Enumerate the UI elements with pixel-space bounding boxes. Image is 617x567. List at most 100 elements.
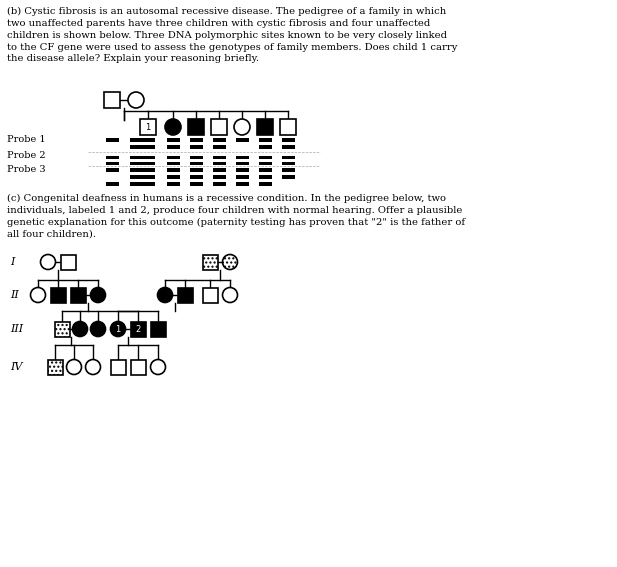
Bar — [130, 168, 143, 172]
Circle shape — [67, 359, 81, 374]
Bar — [189, 168, 202, 172]
Bar — [212, 145, 225, 149]
Circle shape — [86, 359, 101, 374]
Bar — [167, 145, 180, 149]
Bar — [167, 162, 180, 164]
Bar — [48, 359, 62, 374]
Bar — [167, 182, 180, 186]
Bar — [178, 287, 193, 303]
Bar — [211, 119, 227, 135]
Text: Probe 3: Probe 3 — [7, 164, 46, 174]
Bar — [130, 155, 143, 159]
Bar — [281, 145, 294, 149]
Text: Probe 1: Probe 1 — [7, 134, 46, 143]
Bar — [281, 155, 294, 159]
Bar — [167, 175, 180, 179]
Bar — [130, 182, 143, 186]
Bar — [236, 175, 249, 179]
Bar — [167, 155, 180, 159]
Bar — [236, 155, 249, 159]
Bar — [106, 168, 118, 172]
Bar — [130, 175, 143, 179]
Bar — [106, 138, 118, 142]
Bar — [236, 162, 249, 164]
Text: (c) Congenital deafness in humans is a recessive condition. In the pedigree belo: (c) Congenital deafness in humans is a r… — [7, 194, 465, 239]
Bar — [281, 162, 294, 164]
Bar — [141, 138, 154, 142]
Circle shape — [110, 321, 125, 336]
Circle shape — [73, 321, 88, 336]
Bar — [212, 182, 225, 186]
Circle shape — [30, 287, 46, 303]
Text: Probe 2: Probe 2 — [7, 151, 46, 160]
Bar — [202, 255, 218, 269]
Text: 2: 2 — [135, 324, 141, 333]
Bar — [257, 119, 273, 135]
Bar — [167, 138, 180, 142]
Circle shape — [128, 92, 144, 108]
Bar — [189, 175, 202, 179]
Bar — [259, 182, 271, 186]
Bar — [141, 182, 154, 186]
Bar — [140, 119, 156, 135]
Circle shape — [91, 321, 106, 336]
Bar — [141, 162, 154, 164]
Circle shape — [91, 287, 106, 303]
Bar — [280, 119, 296, 135]
Text: II: II — [10, 290, 19, 300]
Text: (b) Cystic fibrosis is an autosomal recessive disease. The pedigree of a family : (b) Cystic fibrosis is an autosomal rece… — [7, 7, 457, 64]
Bar — [212, 168, 225, 172]
Text: IV: IV — [10, 362, 22, 372]
Bar — [189, 145, 202, 149]
Bar — [188, 119, 204, 135]
Bar — [141, 155, 154, 159]
Bar — [151, 321, 165, 336]
Circle shape — [151, 359, 165, 374]
Bar — [236, 138, 249, 142]
Bar — [212, 162, 225, 164]
Bar — [189, 182, 202, 186]
Bar — [130, 138, 143, 142]
Bar — [281, 175, 294, 179]
Bar — [236, 168, 249, 172]
Bar — [110, 359, 125, 374]
Bar — [281, 168, 294, 172]
Text: I: I — [10, 257, 14, 267]
Bar — [54, 321, 70, 336]
Bar — [141, 175, 154, 179]
Bar — [259, 155, 271, 159]
Bar — [212, 138, 225, 142]
Bar — [202, 287, 218, 303]
Circle shape — [234, 119, 250, 135]
Text: 1: 1 — [146, 122, 151, 132]
Bar — [51, 287, 65, 303]
Circle shape — [223, 255, 238, 269]
Bar — [212, 175, 225, 179]
Bar — [70, 287, 86, 303]
Bar — [259, 145, 271, 149]
Bar — [259, 138, 271, 142]
Bar — [106, 162, 118, 164]
Bar — [281, 138, 294, 142]
Bar — [131, 321, 146, 336]
Bar — [259, 162, 271, 164]
Bar — [106, 182, 118, 186]
Bar — [236, 182, 249, 186]
Bar — [141, 168, 154, 172]
Text: 1: 1 — [115, 324, 121, 333]
Bar — [141, 145, 154, 149]
Bar — [60, 255, 75, 269]
Bar — [189, 155, 202, 159]
Bar — [189, 162, 202, 164]
Bar — [189, 138, 202, 142]
Bar — [130, 145, 143, 149]
Circle shape — [157, 287, 173, 303]
Bar — [104, 92, 120, 108]
Bar — [130, 162, 143, 164]
Bar — [212, 155, 225, 159]
Bar — [259, 168, 271, 172]
Bar — [106, 155, 118, 159]
Circle shape — [41, 255, 56, 269]
Circle shape — [223, 287, 238, 303]
Bar — [167, 168, 180, 172]
